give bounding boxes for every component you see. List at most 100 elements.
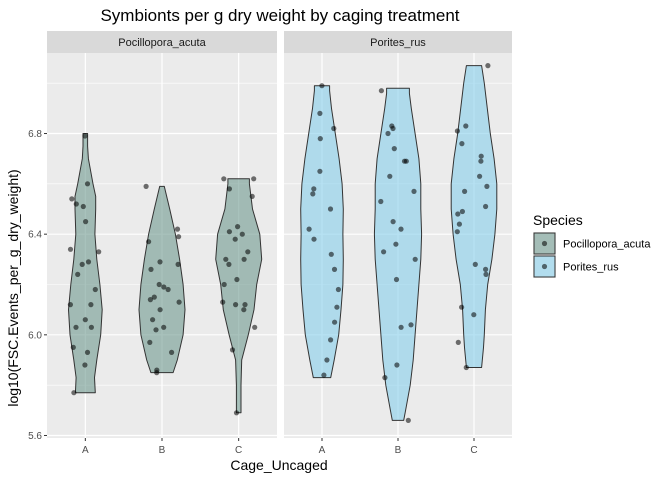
facet-strip-label: Porites_rus xyxy=(370,37,426,49)
x-tick-label: A xyxy=(319,445,326,456)
violin-C xyxy=(450,65,498,368)
data-point xyxy=(85,259,92,265)
data-point xyxy=(221,281,227,288)
legend-label: Pocillopora_acuta xyxy=(563,239,651,251)
data-point xyxy=(411,188,417,194)
data-point xyxy=(157,259,163,265)
data-point xyxy=(241,307,247,313)
data-point xyxy=(67,246,74,252)
data-point xyxy=(146,239,152,245)
data-point xyxy=(220,299,226,305)
data-point xyxy=(459,141,465,147)
data-point xyxy=(317,136,323,142)
data-point xyxy=(73,324,79,330)
data-point xyxy=(82,317,88,323)
data-point xyxy=(233,410,240,416)
data-point xyxy=(454,229,460,235)
data-point xyxy=(161,324,167,330)
data-point xyxy=(381,249,387,255)
data-point xyxy=(391,146,397,152)
data-point xyxy=(79,261,85,267)
data-point xyxy=(321,372,327,378)
legend-item: Porites_rus xyxy=(533,255,619,278)
data-point xyxy=(398,226,404,232)
data-point xyxy=(96,249,102,255)
y-tick-label: 6.4 xyxy=(28,230,42,241)
panels-group: Pocillopora_acuta A B C Porites_rus A B C xyxy=(47,31,512,456)
x-tick-label: C xyxy=(235,445,242,456)
y-tick-label: 6.8 xyxy=(28,129,42,140)
violin-B xyxy=(373,87,423,421)
data-point xyxy=(70,344,76,350)
data-point xyxy=(405,417,411,423)
data-point xyxy=(484,183,490,189)
data-point xyxy=(83,219,89,225)
legend-label: Porites_rus xyxy=(563,262,619,274)
data-point xyxy=(478,153,484,159)
data-point xyxy=(483,266,489,272)
data-point xyxy=(242,302,248,308)
data-point xyxy=(390,219,396,225)
data-point xyxy=(165,286,171,293)
data-point xyxy=(226,186,232,192)
data-point xyxy=(232,236,238,242)
data-point xyxy=(154,370,160,376)
data-point xyxy=(82,133,88,139)
data-point xyxy=(174,226,181,232)
violin-A xyxy=(300,85,344,379)
facet-strip xyxy=(47,31,277,53)
data-point xyxy=(80,203,86,210)
data-point xyxy=(390,125,396,132)
data-point xyxy=(148,266,154,272)
data-point xyxy=(226,229,232,235)
data-point xyxy=(82,362,88,368)
data-point xyxy=(71,390,77,396)
data-point xyxy=(143,183,149,189)
panel-Porites_rus: Porites_rus A B C xyxy=(284,31,512,456)
data-point xyxy=(223,256,229,262)
data-point xyxy=(463,123,469,129)
data-point xyxy=(335,286,341,293)
data-point xyxy=(393,241,399,247)
legend-item: Pocillopora_acuta xyxy=(533,232,651,255)
violin-C xyxy=(215,178,263,414)
data-point xyxy=(241,256,247,262)
data-point xyxy=(455,339,461,345)
legend: Species Pocillopora_acuta Porites_rus xyxy=(533,212,651,278)
data-point xyxy=(229,347,236,353)
data-point xyxy=(477,173,483,179)
data-point xyxy=(328,251,334,257)
data-point xyxy=(239,231,245,237)
data-point xyxy=(175,261,181,267)
violin-B xyxy=(138,185,186,374)
data-point xyxy=(394,362,400,368)
data-point xyxy=(310,191,316,197)
data-point xyxy=(306,226,312,232)
data-point xyxy=(84,349,91,355)
data-point xyxy=(221,176,227,182)
legend-title: Species xyxy=(533,212,583,228)
data-point xyxy=(331,125,337,132)
data-point xyxy=(147,297,153,303)
data-point xyxy=(311,186,317,192)
data-point xyxy=(245,249,251,255)
data-point xyxy=(67,302,73,308)
data-point xyxy=(334,304,340,310)
data-point xyxy=(69,196,75,202)
data-point xyxy=(472,261,478,267)
data-point xyxy=(454,128,460,134)
data-point xyxy=(251,176,257,182)
facet-strip xyxy=(284,31,512,53)
data-point xyxy=(408,322,414,328)
data-point xyxy=(233,302,239,308)
x-tick-label: B xyxy=(159,445,166,456)
data-point xyxy=(88,302,94,308)
data-point xyxy=(327,206,334,212)
x-tick-label: B xyxy=(395,445,402,456)
data-point xyxy=(84,181,91,187)
data-point xyxy=(169,349,175,355)
data-point xyxy=(403,158,409,164)
y-axis-title: log10(FSC.Events_per_g_dry_weight) xyxy=(5,169,21,406)
data-point xyxy=(393,276,400,283)
data-point xyxy=(317,110,323,116)
